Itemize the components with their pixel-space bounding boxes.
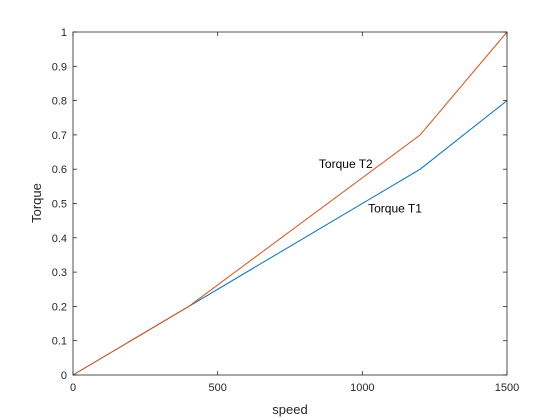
y-tick-label: 0.1 <box>52 336 67 348</box>
x-tick-label: 0 <box>70 382 76 394</box>
y-tick-label: 0.2 <box>52 301 67 313</box>
x-tick-label: 1000 <box>350 382 374 394</box>
series-line-2 <box>72 31 508 376</box>
y-tick-label: 0.6 <box>52 164 67 176</box>
y-tick-label: 0.4 <box>52 233 67 245</box>
series-annotation: Torque T1 <box>368 202 422 216</box>
x-axis-label: speed <box>272 402 307 417</box>
y-tick-label: 0.8 <box>52 96 67 108</box>
y-axis-label: Torque <box>29 183 44 223</box>
x-axis-ticks: 0 500 1000 1500 <box>70 32 519 394</box>
y-axis-ticks: 0 0.1 0.2 0.3 0.4 0.5 0.6 0.7 0.8 0.9 1 <box>52 27 507 382</box>
annotation-layer: Torque T2 Torque T1 <box>319 157 422 216</box>
y-tick-label: 1 <box>61 27 67 39</box>
y-tick-label: 0.9 <box>52 61 67 73</box>
series-annotation: Torque T2 <box>319 157 373 171</box>
y-tick-label: 0.5 <box>52 199 67 211</box>
x-tick-label: 500 <box>208 382 226 394</box>
y-tick-label: 0 <box>61 370 67 382</box>
plot-area <box>73 32 507 375</box>
y-tick-label: 0.3 <box>52 267 67 279</box>
y-tick-label: 0.7 <box>52 130 67 142</box>
x-tick-label: 1500 <box>495 382 519 394</box>
series-layer <box>72 31 508 376</box>
